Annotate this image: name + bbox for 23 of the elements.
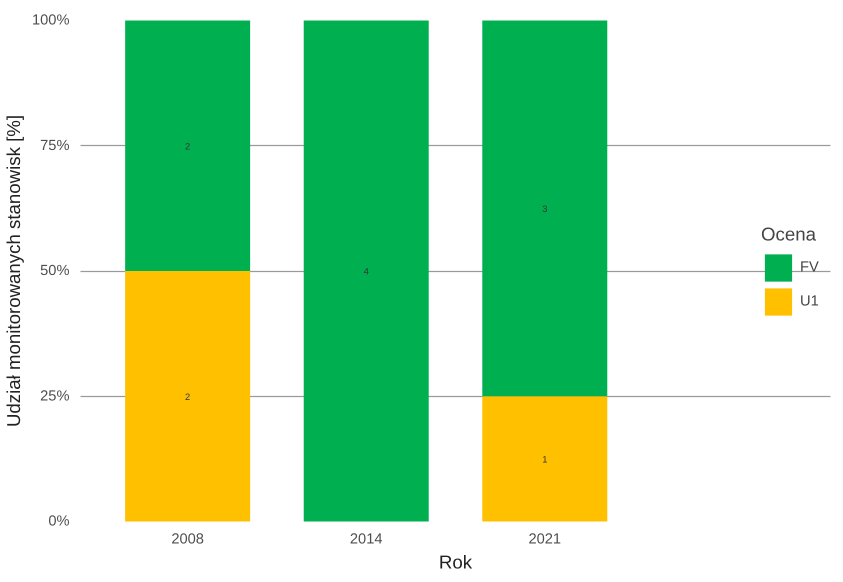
- x-tick-label: 2014: [350, 532, 383, 548]
- legend-label: U1: [800, 293, 820, 309]
- x-tick-label: 2021: [528, 532, 562, 548]
- bar: [125, 20, 250, 271]
- y-tick-label: 100%: [32, 12, 70, 28]
- annotation: 2: [185, 392, 190, 402]
- y-tick-label: 75%: [40, 138, 70, 154]
- legend-label: FV: [800, 259, 820, 275]
- legend-title: Ocena: [761, 223, 817, 245]
- annotation: 2: [185, 141, 190, 152]
- annotation: 3: [542, 204, 548, 214]
- bar: [125, 271, 250, 522]
- y-tick-label: 50%: [40, 263, 70, 279]
- annotation: 1: [542, 454, 548, 464]
- y-axis-title: Udział monitorowanych stanowisk [%]: [3, 114, 24, 428]
- y-tick-label: 25%: [40, 388, 70, 404]
- y-tick-label: 0%: [48, 514, 70, 530]
- x-axis-title: Rok: [438, 552, 473, 572]
- bar: [304, 20, 429, 522]
- bar: [482, 396, 608, 522]
- annotation: 4: [364, 266, 369, 276]
- bar: [482, 20, 608, 396]
- x-tick-label: 2008: [171, 532, 204, 548]
